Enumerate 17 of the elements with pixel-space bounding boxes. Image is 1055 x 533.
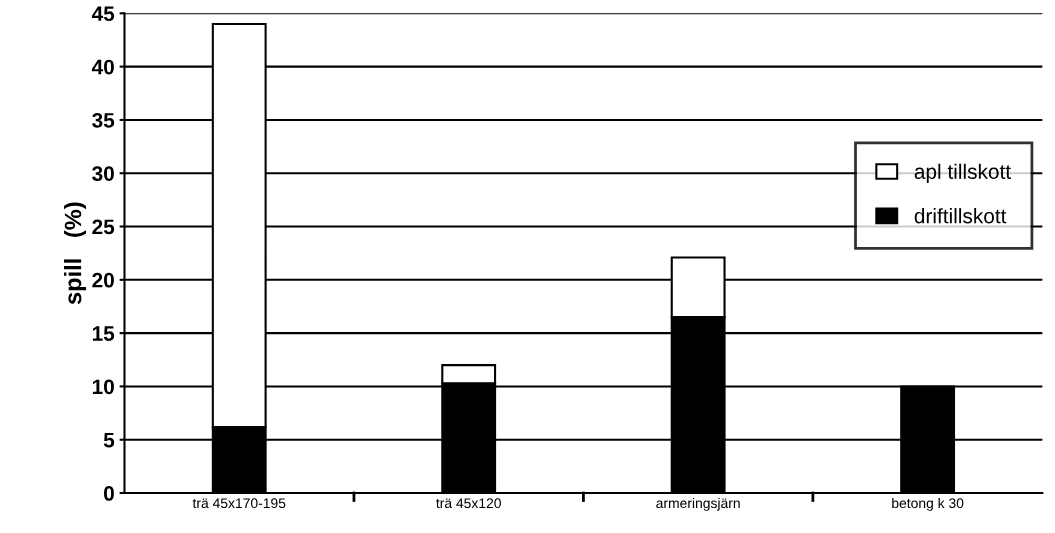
y-tick-label: 25 [92, 219, 115, 235]
legend-label: apl tillskott [914, 163, 1011, 184]
y-tick-label: 5 [103, 432, 115, 448]
y-tick-label: 15 [92, 326, 115, 341]
y-axis-title: spill (%) [64, 202, 87, 305]
y-tick-label: 10 [92, 379, 114, 395]
y-tick-label: 30 [92, 166, 114, 182]
x-tick-label: trä 45x120 [436, 498, 501, 509]
y-tick-label: 0 [104, 486, 114, 501]
y-tick-label: 45 [91, 6, 115, 22]
y-tick-label: 20 [92, 272, 114, 288]
x-tick-label: trä 45x170-195 [192, 498, 286, 509]
legend-label: driftillskott [914, 208, 1007, 224]
x-tick-label: armeringsjärn [656, 497, 740, 511]
x-tick-label: betong k 30 [892, 497, 964, 511]
y-tick-label: 35 [92, 112, 115, 128]
y-tick-label: 40 [91, 59, 114, 75]
